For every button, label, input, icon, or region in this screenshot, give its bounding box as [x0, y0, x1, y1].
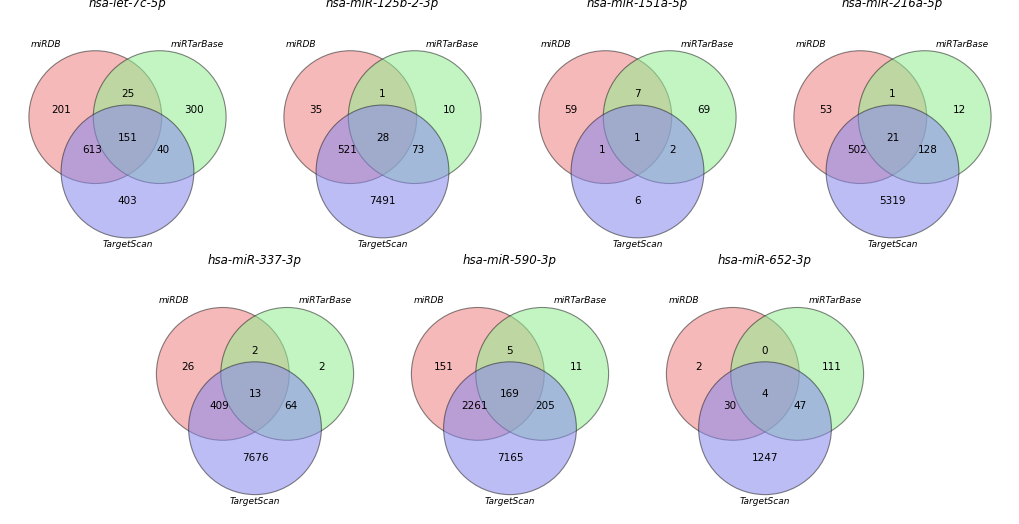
Circle shape	[93, 51, 226, 183]
Text: miRTarBase: miRTarBase	[808, 297, 861, 305]
Text: 2: 2	[669, 145, 676, 155]
Circle shape	[698, 362, 830, 495]
Text: 403: 403	[117, 196, 138, 206]
Text: miRTarBase: miRTarBase	[299, 297, 352, 305]
Circle shape	[602, 51, 736, 183]
Title: hsa-miR-590-3p: hsa-miR-590-3p	[463, 254, 556, 267]
Circle shape	[29, 51, 162, 183]
Text: miRTarBase: miRTarBase	[426, 40, 479, 49]
Text: 26: 26	[181, 362, 195, 372]
Text: 4: 4	[761, 389, 767, 399]
Text: 2: 2	[694, 362, 701, 372]
Text: TargetScan: TargetScan	[102, 240, 153, 249]
Text: 59: 59	[564, 105, 577, 115]
Text: 111: 111	[821, 362, 841, 372]
Text: miRDB: miRDB	[667, 297, 698, 305]
Title: hsa-miR-125b-2-3p: hsa-miR-125b-2-3p	[325, 0, 439, 10]
Text: 13: 13	[249, 389, 261, 399]
Text: 521: 521	[336, 145, 357, 155]
Circle shape	[538, 51, 672, 183]
Text: 2261: 2261	[461, 401, 487, 411]
Circle shape	[443, 362, 576, 495]
Circle shape	[189, 362, 321, 495]
Text: 151: 151	[433, 362, 452, 372]
Text: miRTarBase: miRTarBase	[553, 297, 606, 305]
Text: 1: 1	[379, 89, 385, 99]
Text: miRDB: miRDB	[31, 40, 61, 49]
Text: 5: 5	[506, 346, 513, 356]
Circle shape	[156, 308, 289, 440]
Text: 1: 1	[889, 89, 895, 99]
Text: 0: 0	[761, 346, 767, 356]
Text: TargetScan: TargetScan	[357, 240, 408, 249]
Text: 7165: 7165	[496, 453, 523, 463]
Text: TargetScan: TargetScan	[611, 240, 662, 249]
Text: 409: 409	[210, 401, 229, 411]
Text: 128: 128	[917, 145, 937, 155]
Text: 1247: 1247	[751, 453, 777, 463]
Text: 6: 6	[634, 196, 640, 206]
Text: 205: 205	[535, 401, 554, 411]
Text: miRDB: miRDB	[540, 40, 571, 49]
Text: 7: 7	[634, 89, 640, 99]
Text: 1: 1	[634, 133, 640, 143]
Text: 12: 12	[952, 105, 965, 115]
Text: 69: 69	[697, 105, 710, 115]
Circle shape	[283, 51, 417, 183]
Text: 47: 47	[793, 401, 806, 411]
Text: 2: 2	[318, 362, 325, 372]
Text: 73: 73	[411, 145, 424, 155]
Circle shape	[857, 51, 990, 183]
Text: 151: 151	[117, 133, 138, 143]
Text: 35: 35	[309, 105, 322, 115]
Text: miRDB: miRDB	[158, 297, 189, 305]
Circle shape	[411, 308, 544, 440]
Text: 11: 11	[570, 362, 583, 372]
Text: 10: 10	[442, 105, 455, 115]
Text: miRDB: miRDB	[413, 297, 443, 305]
Text: TargetScan: TargetScan	[229, 497, 280, 506]
Circle shape	[825, 105, 958, 238]
Text: TargetScan: TargetScan	[866, 240, 917, 249]
Circle shape	[316, 105, 448, 238]
Circle shape	[347, 51, 481, 183]
Circle shape	[793, 51, 926, 183]
Circle shape	[571, 105, 703, 238]
Text: 53: 53	[818, 105, 832, 115]
Text: miRTarBase: miRTarBase	[935, 40, 988, 49]
Text: miRTarBase: miRTarBase	[171, 40, 224, 49]
Text: 25: 25	[121, 89, 133, 99]
Text: 613: 613	[82, 145, 102, 155]
Text: TargetScan: TargetScan	[484, 497, 535, 506]
Title: hsa-miR-151a-5p: hsa-miR-151a-5p	[586, 0, 688, 10]
Text: 28: 28	[376, 133, 388, 143]
Text: 40: 40	[156, 145, 169, 155]
Circle shape	[475, 308, 608, 440]
Title: hsa-miR-337-3p: hsa-miR-337-3p	[208, 254, 302, 267]
Text: 7676: 7676	[242, 453, 268, 463]
Text: miRDB: miRDB	[285, 40, 316, 49]
Text: 2: 2	[252, 346, 258, 356]
Text: 5319: 5319	[878, 196, 905, 206]
Text: 201: 201	[51, 105, 70, 115]
Circle shape	[665, 308, 799, 440]
Text: 300: 300	[184, 105, 204, 115]
Text: miRTarBase: miRTarBase	[681, 40, 734, 49]
Text: 169: 169	[499, 389, 520, 399]
Title: hsa-miR-216a-5p: hsa-miR-216a-5p	[841, 0, 943, 10]
Title: hsa-miR-652-3p: hsa-miR-652-3p	[717, 254, 811, 267]
Text: 30: 30	[722, 401, 736, 411]
Circle shape	[61, 105, 194, 238]
Circle shape	[730, 308, 863, 440]
Title: hsa-let-7c-5p: hsa-let-7c-5p	[89, 0, 166, 10]
Text: 502: 502	[847, 145, 866, 155]
Text: miRDB: miRDB	[795, 40, 825, 49]
Text: 64: 64	[283, 401, 297, 411]
Circle shape	[220, 308, 354, 440]
Text: 1: 1	[598, 145, 604, 155]
Text: 7491: 7491	[369, 196, 395, 206]
Text: 21: 21	[886, 133, 898, 143]
Text: TargetScan: TargetScan	[739, 497, 790, 506]
